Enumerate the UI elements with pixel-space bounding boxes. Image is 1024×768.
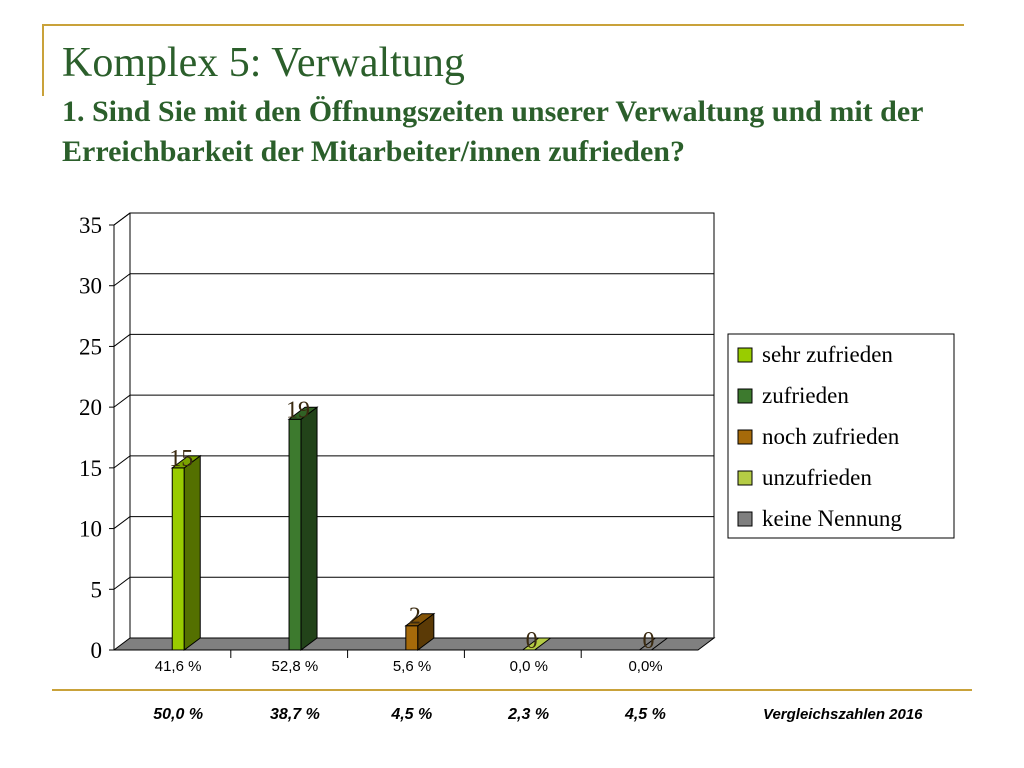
bar-zero xyxy=(637,637,669,651)
bar-data-label: 0 xyxy=(642,628,654,654)
bar-zero xyxy=(521,637,553,651)
legend-swatch xyxy=(737,470,753,486)
legend-swatch xyxy=(737,388,753,404)
percent-label: 41,6 % xyxy=(154,658,202,675)
legend-label: sehr zufrieden xyxy=(762,342,893,367)
legend-swatch xyxy=(737,347,753,363)
bar-data-label: 15 xyxy=(169,446,193,472)
bar-data-label: 2 xyxy=(409,604,421,630)
bar-side xyxy=(300,406,318,651)
top-rule xyxy=(42,24,964,26)
y-tick-label: 5 xyxy=(91,577,103,602)
bar-data-label: 0 xyxy=(526,628,538,654)
comparison-label: 4,5 % xyxy=(624,706,666,723)
bar-top xyxy=(404,613,436,627)
gridline-diagonal xyxy=(113,394,131,408)
comparison-note: Vergleichszahlen 2016 xyxy=(763,706,923,723)
comparison-label: 2,3 % xyxy=(508,706,550,723)
legend-label: zufrieden xyxy=(762,383,849,408)
bar-side xyxy=(183,454,201,651)
gridline-diagonal xyxy=(113,516,131,529)
y-tick-label: 0 xyxy=(91,638,103,663)
gridline-diagonal xyxy=(113,273,131,287)
y-tick-label: 35 xyxy=(79,213,102,238)
legend-swatch xyxy=(737,429,753,445)
bar-data-label: 19 xyxy=(286,397,310,423)
y-tick-label: 25 xyxy=(79,334,102,359)
slide-title: Komplex 5: Verwaltung xyxy=(62,40,465,86)
comparison-label: 4,5 % xyxy=(391,706,433,723)
percent-label: 0,0% xyxy=(628,658,663,675)
bar-front xyxy=(288,418,302,651)
plot-back-wall xyxy=(129,212,715,639)
percent-label: 0,0 % xyxy=(509,658,548,675)
legend-label: keine Nennung xyxy=(762,506,902,531)
y-axis-top-edge xyxy=(113,212,131,226)
gridline-diagonal xyxy=(113,334,131,347)
gridline-diagonal xyxy=(113,576,131,590)
y-tick-label: 30 xyxy=(79,274,102,299)
bottom-rule xyxy=(52,689,972,691)
legend-label: noch zufrieden xyxy=(762,424,900,449)
y-tick-label: 15 xyxy=(79,456,102,481)
bar-top xyxy=(287,406,319,420)
comparison-label: 50,0 % xyxy=(153,706,204,723)
y-tick-label: 20 xyxy=(79,395,102,420)
gridline-diagonal xyxy=(113,455,131,469)
percent-label: 5,6 % xyxy=(392,658,432,675)
y-tick-label: 10 xyxy=(79,517,102,542)
legend-label: unzufrieden xyxy=(762,465,872,490)
slide-question: 1. Sind Sie mit den Öffnungszeiten unser… xyxy=(62,95,923,168)
legend-box xyxy=(727,333,955,539)
percent-label: 52,8 % xyxy=(271,658,319,675)
bar-top xyxy=(170,455,202,469)
bar-front xyxy=(171,467,185,651)
comparison-label: 38,7 % xyxy=(270,706,320,723)
left-rule xyxy=(42,24,44,96)
legend-swatch xyxy=(737,511,753,527)
